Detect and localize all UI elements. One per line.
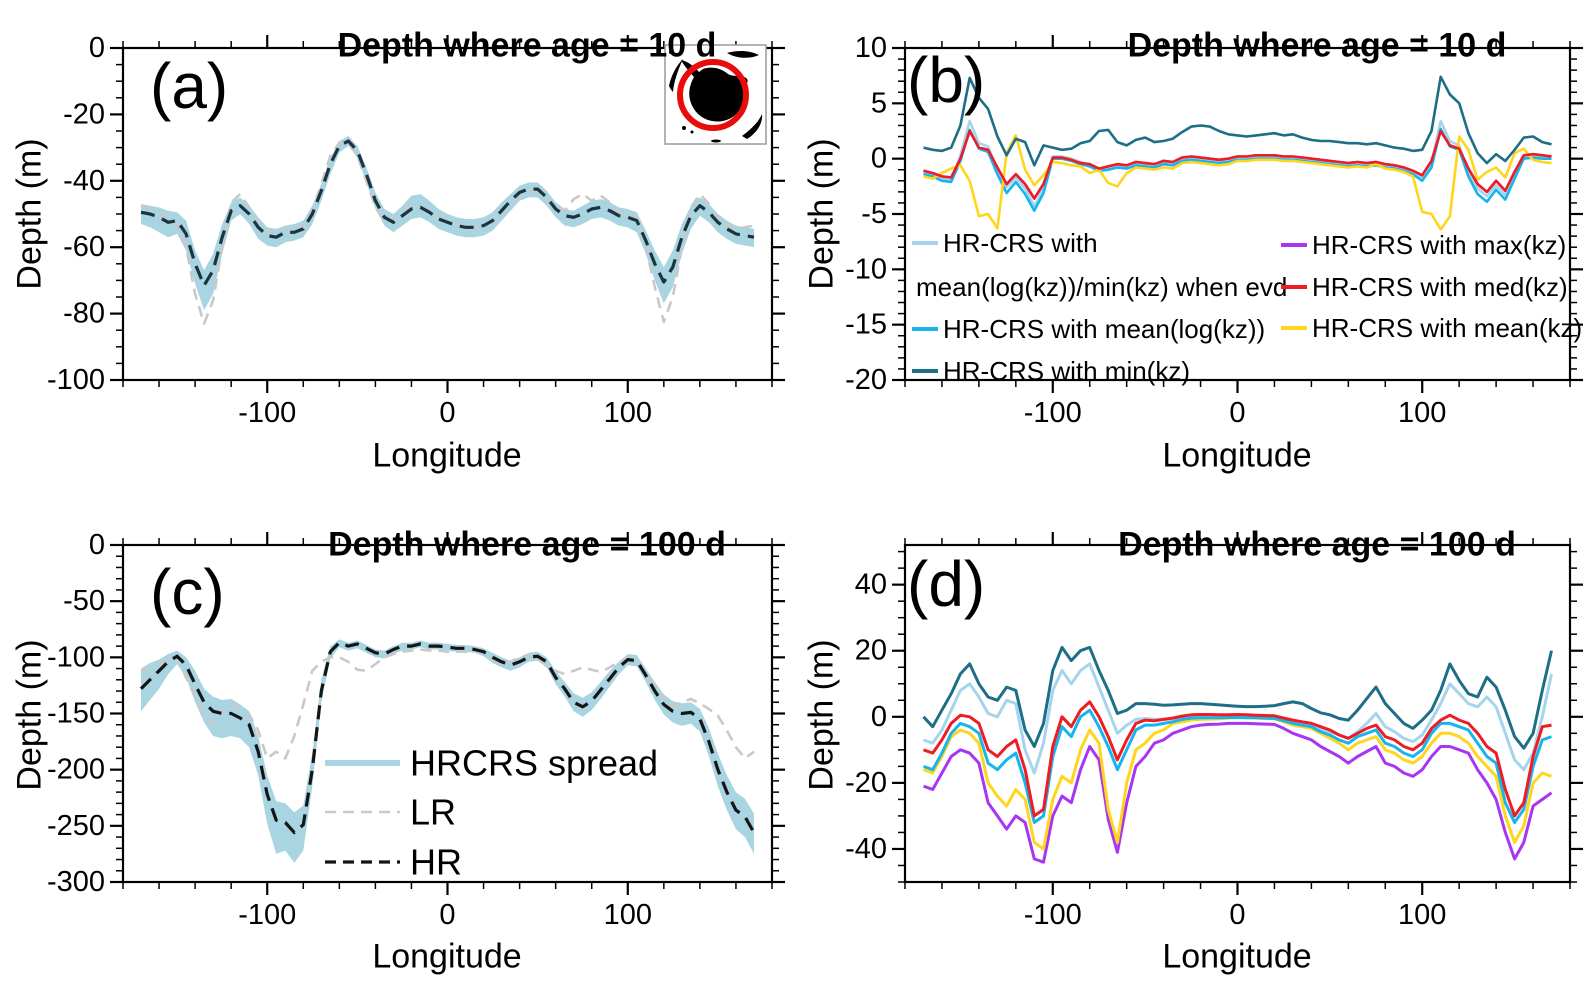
continent-fragment xyxy=(742,114,763,139)
legend: HR-CRS with mean(log(kz))/min(kz) when ev… xyxy=(912,228,1582,386)
antarctica-landmass xyxy=(681,60,748,122)
legend-label: HRCRS spread xyxy=(410,743,658,784)
series-hr-crs-with-min-kz- xyxy=(922,645,1553,750)
x-tick-label: 0 xyxy=(1229,899,1245,931)
x-tick-label: 100 xyxy=(604,397,652,429)
y-tick-label: -20 xyxy=(845,364,887,396)
continent-fragment xyxy=(711,139,721,143)
x-tick-label: 100 xyxy=(1398,899,1446,931)
panel-b-xlabel: Longitude xyxy=(1162,436,1312,475)
x-tick-label: -100 xyxy=(1024,397,1082,429)
panel-c-plot: -100 0 100 0 -50 -100 -150 -200 -250 -300 HRCRS sp… xyxy=(47,529,785,931)
continent-fragment xyxy=(682,126,686,130)
panel-b-letter: (b) xyxy=(907,44,986,116)
y-tick-label: 40 xyxy=(855,569,887,601)
series-lr xyxy=(140,648,755,760)
y-tick-label: -150 xyxy=(47,698,105,730)
series-hr-crs-with-mean-log-kz- xyxy=(922,708,1553,824)
y-tick-label: 0 xyxy=(871,143,887,175)
legend: HRCRS spread LR HR xyxy=(325,743,658,883)
panel-a-plot: -100 0 100 0 -20 -40 -60 -80 -100 xyxy=(47,32,785,429)
panel-d-plot: -100 0 100 40 20 0 -20 -40 xyxy=(845,532,1583,931)
panel-a-xlabel: Longitude xyxy=(372,436,522,475)
x-tick-label: -100 xyxy=(1024,899,1082,931)
legend-label: mean(log(kz))/min(kz) when evd xyxy=(916,272,1287,302)
legend-label: HR-CRS with mean(kz) xyxy=(1312,313,1582,343)
series-hr-crs-with-max-kz- xyxy=(922,721,1553,864)
y-tick-label: -60 xyxy=(63,231,105,263)
legend-label: HR-CRS with xyxy=(943,228,1098,258)
legend-label: HR-CRS with min(kz) xyxy=(943,356,1190,386)
series-hr-crs-with-med-kz- xyxy=(922,700,1552,818)
y-tick-label: 10 xyxy=(855,32,887,64)
panel-c-ylabel: Depth (m) xyxy=(10,639,49,791)
legend-label: LR xyxy=(410,792,456,833)
spread-band xyxy=(141,639,754,863)
y-tick-label: -200 xyxy=(47,754,105,786)
y-tick-label: -20 xyxy=(845,767,887,799)
y-tick-label: -15 xyxy=(845,309,887,341)
panel-d-ylabel: Depth (m) xyxy=(802,639,841,791)
continent-fragment xyxy=(669,50,673,54)
continent-fragment xyxy=(727,50,759,58)
y-tick-label: 0 xyxy=(871,701,887,733)
antarctica-inset-map xyxy=(664,44,767,145)
x-tick-label: 0 xyxy=(439,899,455,931)
y-tick-label: 0 xyxy=(89,32,105,64)
y-tick-label: -80 xyxy=(63,298,105,330)
legend-label: HR-CRS with max(kz) xyxy=(1312,230,1566,260)
x-tick-label: -100 xyxy=(238,397,296,429)
y-tick-label: -5 xyxy=(861,198,887,230)
panel-a-title: Depth where age = 10 d xyxy=(337,26,717,65)
highlight-ring xyxy=(677,59,749,131)
y-tick-label: 5 xyxy=(871,87,887,119)
series-hr-crs-with-min-kz- xyxy=(923,75,1552,167)
y-tick-label: -300 xyxy=(47,866,105,898)
y-tick-label: 20 xyxy=(855,635,887,667)
y-tick-label: 0 xyxy=(89,529,105,561)
panel-a-letter: (a) xyxy=(150,50,229,122)
panel-a-ylabel: Depth (m) xyxy=(10,138,49,290)
x-tick-label: 0 xyxy=(439,397,455,429)
y-tick-label: -10 xyxy=(845,253,887,285)
panel-b-ylabel: Depth (m) xyxy=(802,138,841,290)
legend-label: HR-CRS with mean(log(kz)) xyxy=(943,314,1265,344)
panel-d-letter: (d) xyxy=(907,548,986,620)
continent-fragment xyxy=(690,130,694,134)
y-tick-label: -250 xyxy=(47,810,105,842)
y-tick-label: -40 xyxy=(63,165,105,197)
x-tick-label: 100 xyxy=(1398,397,1446,429)
y-tick-label: -50 xyxy=(63,585,105,617)
y-tick-label: -40 xyxy=(845,833,887,865)
series-hr-crs-with-mean-kz- xyxy=(923,134,1552,231)
panel-d-xlabel: Longitude xyxy=(1162,937,1312,976)
panel-d-title: Depth where age = 100 d xyxy=(1118,525,1516,564)
y-tick-label: -20 xyxy=(63,98,105,130)
series-hr-crs-with-mean-kz- xyxy=(922,716,1553,851)
panel-b-plot: -100 0 100 10 5 0 -5 -10 -15 -20 HR-CRS with mean(l… xyxy=(845,32,1583,429)
series-hr xyxy=(139,641,756,835)
y-tick-label: -100 xyxy=(47,364,105,396)
legend-label: HR-CRS with med(kz) xyxy=(1312,272,1568,302)
x-tick-label: -100 xyxy=(238,899,296,931)
series-hr-crs-with-med-kz- xyxy=(923,129,1552,200)
panel-c-xlabel: Longitude xyxy=(372,937,522,976)
x-tick-label: 0 xyxy=(1229,397,1245,429)
y-tick-label: -100 xyxy=(47,641,105,673)
panel-c-letter: (c) xyxy=(150,556,225,628)
panel-c-title: Depth where age = 100 d xyxy=(328,525,726,564)
x-tick-label: 100 xyxy=(604,899,652,931)
continent-fragment xyxy=(669,59,683,92)
series-hr xyxy=(140,139,755,287)
legend-label: HR xyxy=(410,842,462,883)
panel-b-title: Depth where age = 10 d xyxy=(1127,26,1507,65)
